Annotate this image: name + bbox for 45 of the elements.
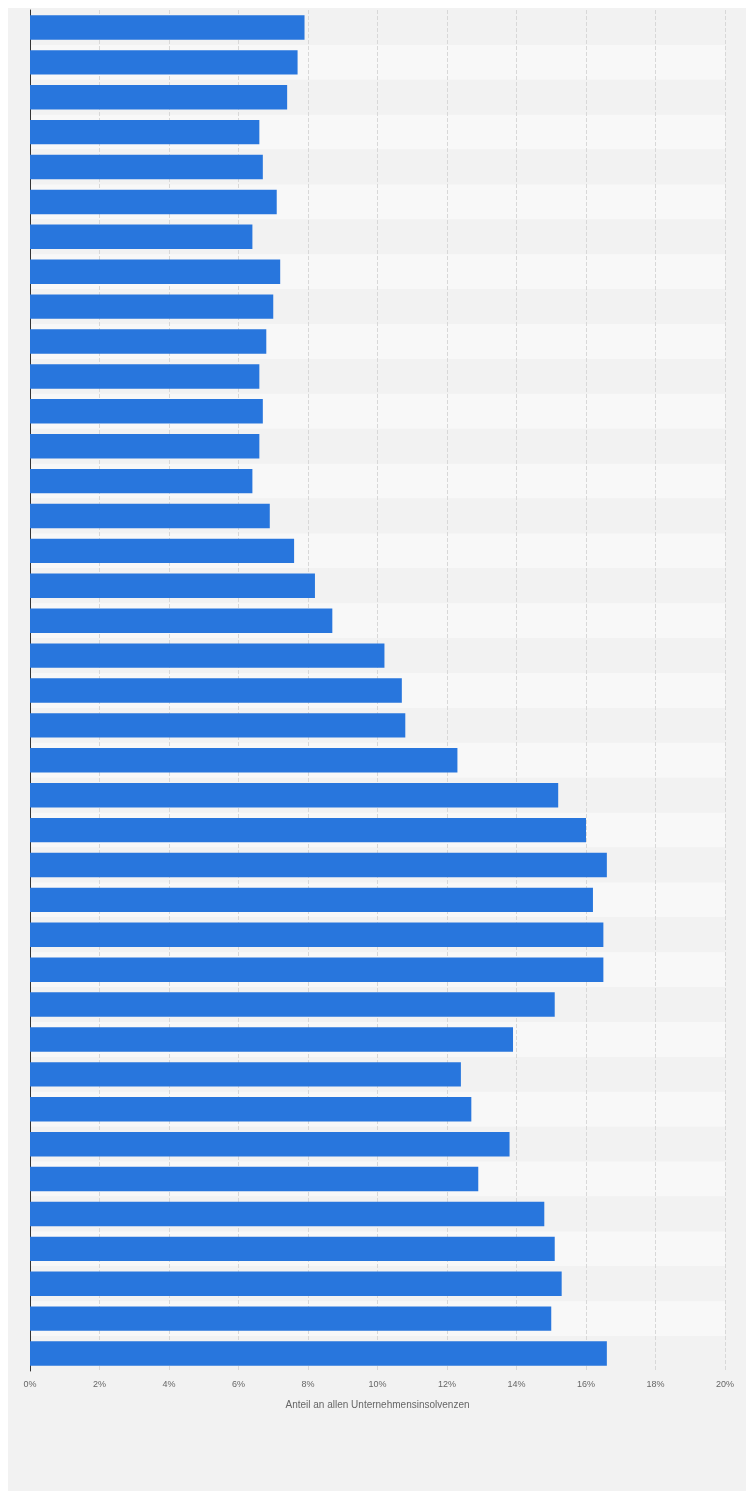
bar xyxy=(30,189,277,215)
bar xyxy=(30,1062,461,1087)
bar xyxy=(30,608,333,633)
bar xyxy=(30,538,295,564)
bar xyxy=(30,713,406,738)
bar xyxy=(30,1271,562,1296)
bar xyxy=(30,468,253,494)
bar xyxy=(30,329,267,354)
bar xyxy=(30,434,260,459)
bar xyxy=(30,154,263,180)
bar xyxy=(30,85,288,110)
bar xyxy=(30,782,559,808)
bar xyxy=(30,259,281,284)
bar xyxy=(30,1027,514,1052)
x-tick-label: 14% xyxy=(507,1378,526,1389)
bar xyxy=(30,748,458,773)
bar xyxy=(30,1236,555,1262)
x-tick-label: 16% xyxy=(576,1378,596,1389)
bar xyxy=(30,678,402,703)
x-tick-label: 8% xyxy=(301,1378,315,1389)
bar xyxy=(30,1131,510,1157)
bar xyxy=(30,50,298,75)
bar xyxy=(30,573,315,599)
x-tick-label: 12% xyxy=(437,1378,457,1389)
bar xyxy=(30,294,274,319)
bar xyxy=(30,399,263,424)
x-tick-label: 2% xyxy=(92,1378,107,1389)
bar xyxy=(30,1097,472,1122)
bar xyxy=(30,1306,552,1331)
x-axis-title: Anteil an allen Unternehmensinsolvenzen xyxy=(285,1398,470,1410)
x-tick-label: 0% xyxy=(23,1378,37,1389)
bar xyxy=(30,224,253,250)
bar xyxy=(30,1201,545,1227)
bar xyxy=(30,1166,479,1192)
x-tick-label: 18% xyxy=(646,1378,665,1389)
bar xyxy=(30,503,270,529)
bar xyxy=(30,992,555,1017)
x-tick-label: 10% xyxy=(368,1378,387,1389)
x-tick-label: 20% xyxy=(715,1378,735,1389)
x-tick-label: 4% xyxy=(162,1378,176,1389)
bar xyxy=(30,364,260,389)
bar xyxy=(30,15,305,40)
bar xyxy=(30,119,260,145)
bar xyxy=(30,643,385,668)
x-tick-label: 6% xyxy=(231,1378,246,1389)
